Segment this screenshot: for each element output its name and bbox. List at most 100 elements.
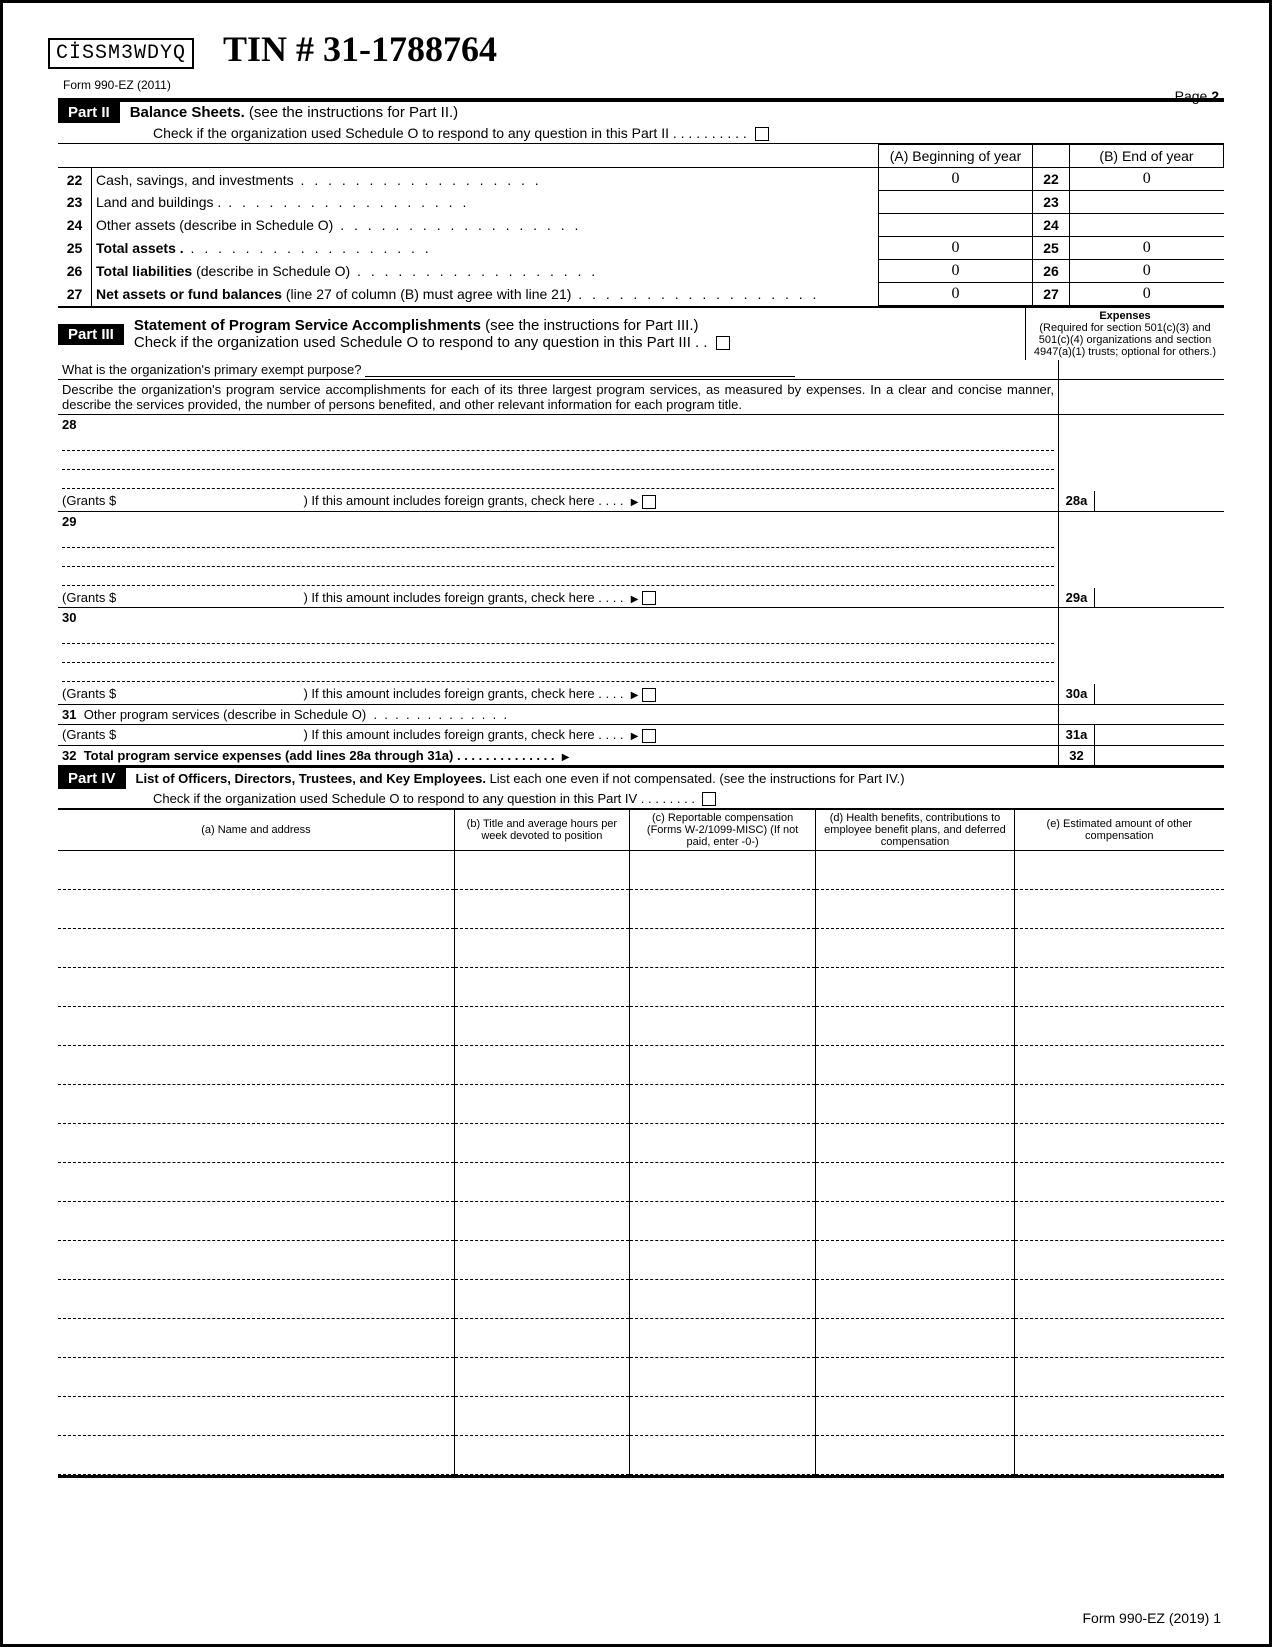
balance-col-a[interactable]: [879, 214, 1033, 237]
line-29-input2[interactable]: [62, 548, 1054, 567]
part2-title: Balance Sheets. (see the instructions fo…: [130, 102, 458, 123]
row-28-grants: (Grants $ ) If this amount includes fore…: [58, 491, 1224, 512]
balance-label: Land and buildings .: [92, 191, 879, 214]
col-b-header: (B) End of year: [1070, 145, 1224, 168]
off-col-c: (c) Reportable compensation (Forms W-2/1…: [629, 810, 816, 851]
num-28: 28: [62, 417, 76, 432]
officer-row[interactable]: [58, 1007, 1224, 1046]
balance-col-b[interactable]: 0: [1070, 237, 1224, 260]
balance-label: Other assets (describe in Schedule O): [92, 214, 879, 237]
part3-checkbox[interactable]: [716, 336, 730, 350]
officer-row[interactable]: [58, 851, 1224, 890]
balance-col-b[interactable]: [1070, 191, 1224, 214]
part3-check-text: Check if the organization used Schedule …: [134, 334, 708, 351]
balance-table: (A) Beginning of year (B) End of year 22…: [58, 144, 1224, 306]
line-30-input2[interactable]: [62, 644, 1054, 663]
part2-label: Part II: [58, 102, 120, 123]
foreign-28-checkbox[interactable]: [642, 495, 656, 509]
line-28-input[interactable]: [62, 432, 1054, 451]
balance-col-b[interactable]: 0: [1070, 168, 1224, 191]
officer-row[interactable]: [58, 968, 1224, 1007]
officer-row[interactable]: [58, 1358, 1224, 1397]
balance-col-a[interactable]: 0: [879, 283, 1033, 306]
grants-29: (Grants $: [62, 590, 116, 605]
off-col-d: (d) Health benefits, contributions to em…: [816, 810, 1014, 851]
balance-num: 27: [58, 283, 92, 306]
form-content: Part II Balance Sheets. (see the instruc…: [58, 98, 1224, 1478]
balance-col-a[interactable]: 0: [879, 168, 1033, 191]
part3-header: Part III Statement of Program Service Ac…: [58, 306, 1224, 360]
balance-num: 26: [58, 260, 92, 283]
balance-col-a[interactable]: 0: [879, 260, 1033, 283]
num-30a: 30a: [1059, 684, 1095, 704]
stamp-code: CİSSM3WDYQ: [48, 38, 194, 69]
part4-label: Part IV: [58, 768, 126, 789]
form-reference: Form 990-EZ (2011): [63, 78, 171, 92]
balance-coln: 23: [1033, 191, 1070, 214]
num-32b: 32: [1059, 746, 1095, 765]
part2-check-text: Check if the organization used Schedule …: [153, 125, 747, 141]
grants-31: (Grants $: [62, 727, 116, 742]
officer-row[interactable]: [58, 1046, 1224, 1085]
officer-row[interactable]: [58, 1319, 1224, 1358]
foreign-30-checkbox[interactable]: [642, 688, 656, 702]
officer-row[interactable]: [58, 1436, 1224, 1475]
balance-num: 25: [58, 237, 92, 260]
line-28-input2[interactable]: [62, 451, 1054, 470]
num-28a: 28a: [1059, 491, 1095, 511]
foreign-29: ) If this amount includes foreign grants…: [303, 590, 623, 605]
officer-row[interactable]: [58, 1124, 1224, 1163]
part4-checkbox[interactable]: [702, 792, 716, 806]
officer-row[interactable]: [58, 1241, 1224, 1280]
part2-header: Part II Balance Sheets. (see the instruc…: [58, 101, 1224, 123]
expenses-box: Expenses (Required for section 501(c)(3)…: [1025, 308, 1224, 360]
balance-label: Cash, savings, and investments: [92, 168, 879, 191]
officer-row[interactable]: [58, 1085, 1224, 1124]
num-31a: 31a: [1059, 725, 1095, 745]
officer-row[interactable]: [58, 890, 1224, 929]
line-29-input3[interactable]: [62, 567, 1054, 586]
grants-28: (Grants $: [62, 493, 116, 508]
num-31: 31: [62, 707, 76, 722]
num-32: 32: [62, 748, 76, 763]
officer-row[interactable]: [58, 1280, 1224, 1319]
balance-col-a[interactable]: [879, 191, 1033, 214]
foreign-29-checkbox[interactable]: [642, 591, 656, 605]
officer-row[interactable]: [58, 1163, 1224, 1202]
foreign-28: ) If this amount includes foreign grants…: [303, 493, 623, 508]
part3-title: Statement of Program Service Accomplishm…: [134, 315, 1025, 353]
off-col-b: (b) Title and average hours per week dev…: [454, 810, 629, 851]
num-30: 30: [62, 610, 76, 625]
line-28-input3[interactable]: [62, 470, 1054, 489]
balance-col-a[interactable]: 0: [879, 237, 1033, 260]
part2-title-bold: Balance Sheets.: [130, 104, 245, 121]
balance-col-b[interactable]: 0: [1070, 260, 1224, 283]
primary-purpose-q: What is the organization's primary exemp…: [62, 362, 361, 377]
balance-coln: 25: [1033, 237, 1070, 260]
line-30-input[interactable]: [62, 625, 1054, 644]
balance-num: 22: [58, 168, 92, 191]
foreign-31: ) If this amount includes foreign grants…: [303, 727, 623, 742]
balance-coln: 27: [1033, 283, 1070, 306]
row-31: 31 Other program services (describe in S…: [58, 705, 1224, 725]
row-31-grants: (Grants $ ) If this amount includes fore…: [58, 725, 1224, 746]
officers-table: (a) Name and address (b) Title and avera…: [58, 809, 1224, 1475]
part4-check-text: Check if the organization used Schedule …: [153, 791, 695, 806]
line-29-input[interactable]: [62, 529, 1054, 548]
foreign-30: ) If this amount includes foreign grants…: [303, 686, 623, 701]
balance-col-b[interactable]: 0: [1070, 283, 1224, 306]
part4-header: Part IV List of Officers, Directors, Tru…: [58, 767, 1224, 789]
officer-row[interactable]: [58, 1397, 1224, 1436]
balance-num: 24: [58, 214, 92, 237]
officer-row[interactable]: [58, 1202, 1224, 1241]
off-col-a: (a) Name and address: [58, 810, 454, 851]
officer-row[interactable]: [58, 929, 1224, 968]
balance-col-b[interactable]: [1070, 214, 1224, 237]
row-29-grants: (Grants $ ) If this amount includes fore…: [58, 588, 1224, 609]
num-29: 29: [62, 514, 76, 529]
foreign-31-checkbox[interactable]: [642, 729, 656, 743]
part2-checkbox[interactable]: [755, 127, 769, 141]
primary-purpose-input[interactable]: [365, 376, 795, 377]
row-30-grants: (Grants $ ) If this amount includes fore…: [58, 684, 1224, 705]
line-30-input3[interactable]: [62, 663, 1054, 682]
